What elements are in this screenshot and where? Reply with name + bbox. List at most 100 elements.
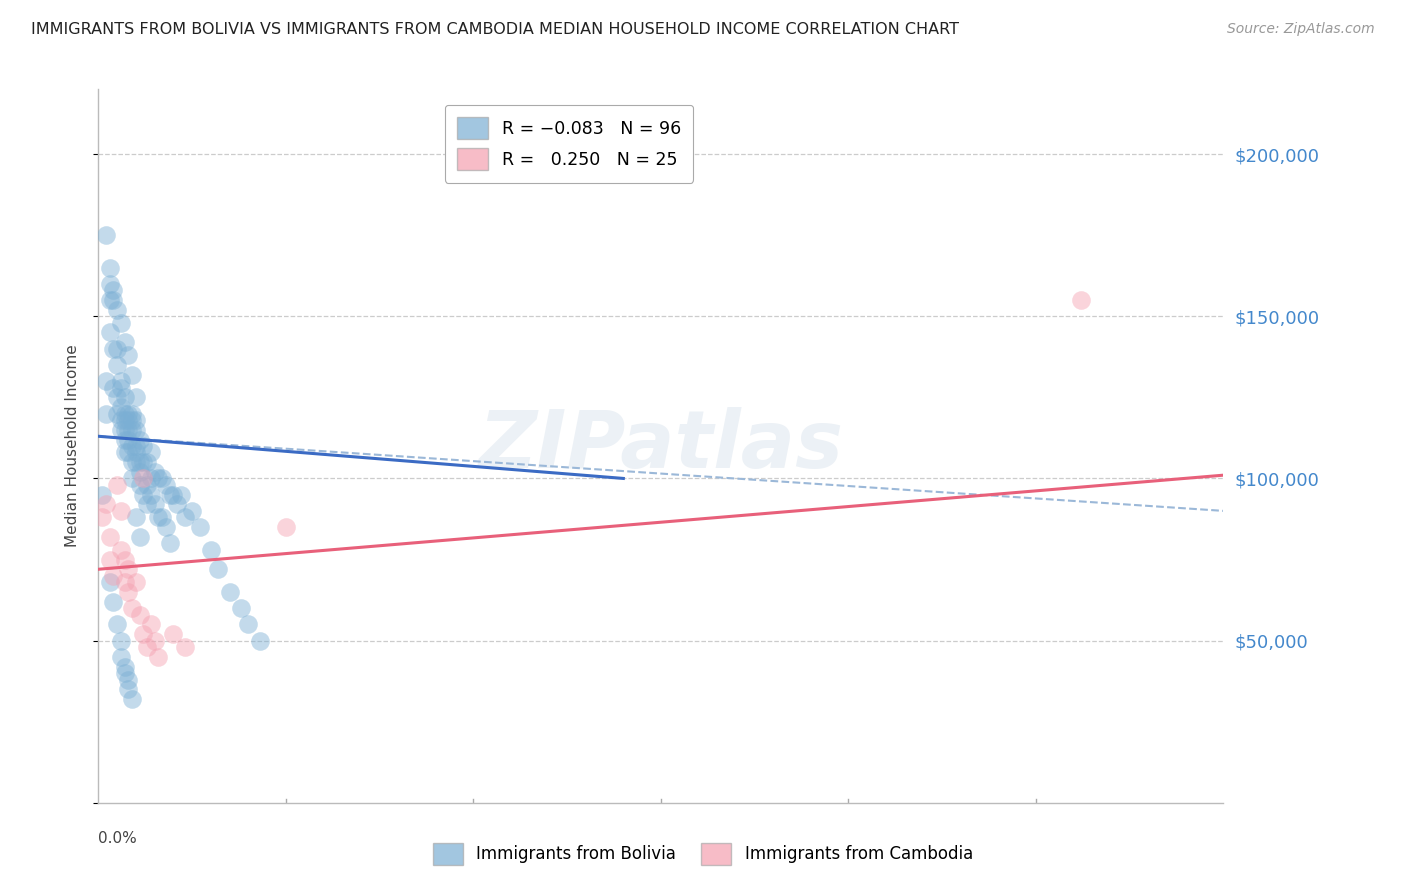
Point — [114, 413, 136, 427]
Point — [117, 585, 139, 599]
Point — [105, 302, 128, 317]
Point — [105, 342, 128, 356]
Point — [139, 471, 162, 485]
Point — [117, 407, 139, 421]
Point — [98, 326, 121, 340]
Text: 0.0%: 0.0% — [98, 831, 138, 847]
Point — [155, 478, 177, 492]
Point — [110, 316, 132, 330]
Point — [105, 390, 128, 404]
Point — [238, 617, 260, 632]
Point — [114, 445, 136, 459]
Point — [136, 497, 159, 511]
Text: IMMIGRANTS FROM BOLIVIA VS IMMIGRANTS FROM CAMBODIA MEDIAN HOUSEHOLD INCOME CORR: IMMIGRANTS FROM BOLIVIA VS IMMIGRANTS FR… — [31, 22, 959, 37]
Point — [139, 617, 162, 632]
Point — [98, 530, 121, 544]
Point — [103, 283, 125, 297]
Point — [170, 488, 193, 502]
Point — [249, 633, 271, 648]
Point — [125, 423, 148, 437]
Point — [105, 478, 128, 492]
Point — [136, 478, 159, 492]
Point — [132, 439, 155, 453]
Point — [121, 439, 143, 453]
Point — [1070, 293, 1092, 307]
Point — [121, 455, 143, 469]
Point — [117, 423, 139, 437]
Point — [159, 488, 181, 502]
Point — [110, 633, 132, 648]
Point — [110, 649, 132, 664]
Point — [136, 640, 159, 654]
Point — [128, 530, 150, 544]
Point — [91, 510, 114, 524]
Point — [181, 504, 204, 518]
Point — [173, 510, 195, 524]
Point — [121, 471, 143, 485]
Point — [121, 601, 143, 615]
Point — [128, 478, 150, 492]
Y-axis label: Median Household Income: Median Household Income — [65, 344, 80, 548]
Point — [94, 407, 117, 421]
Point — [143, 465, 166, 479]
Legend: R = −0.083   N = 96, R =   0.250   N = 25: R = −0.083 N = 96, R = 0.250 N = 25 — [444, 105, 693, 183]
Point — [121, 413, 143, 427]
Point — [136, 455, 159, 469]
Point — [150, 510, 173, 524]
Point — [114, 423, 136, 437]
Point — [98, 260, 121, 275]
Point — [98, 552, 121, 566]
Point — [91, 488, 114, 502]
Point — [114, 575, 136, 590]
Point — [274, 520, 297, 534]
Point — [117, 433, 139, 447]
Point — [166, 497, 188, 511]
Point — [139, 445, 162, 459]
Point — [114, 335, 136, 350]
Point — [125, 510, 148, 524]
Point — [125, 445, 148, 459]
Point — [200, 542, 222, 557]
Point — [125, 413, 148, 427]
Point — [98, 277, 121, 291]
Point — [103, 381, 125, 395]
Point — [103, 595, 125, 609]
Point — [128, 433, 150, 447]
Point — [173, 640, 195, 654]
Point — [125, 390, 148, 404]
Point — [218, 585, 240, 599]
Point — [117, 682, 139, 697]
Point — [128, 607, 150, 622]
Point — [148, 471, 170, 485]
Point — [105, 407, 128, 421]
Point — [148, 649, 170, 664]
Point — [125, 439, 148, 453]
Point — [229, 601, 252, 615]
Point — [128, 465, 150, 479]
Point — [105, 617, 128, 632]
Point — [117, 562, 139, 576]
Point — [162, 627, 184, 641]
Point — [139, 488, 162, 502]
Point — [162, 488, 184, 502]
Point — [110, 423, 132, 437]
Point — [125, 455, 148, 469]
Point — [148, 510, 170, 524]
Point — [132, 627, 155, 641]
Point — [114, 666, 136, 681]
Point — [114, 390, 136, 404]
Point — [143, 497, 166, 511]
Point — [114, 433, 136, 447]
Point — [94, 228, 117, 243]
Point — [121, 368, 143, 382]
Point — [121, 407, 143, 421]
Point — [110, 413, 132, 427]
Point — [132, 471, 155, 485]
Point — [105, 358, 128, 372]
Text: ZIPatlas: ZIPatlas — [478, 407, 844, 485]
Point — [117, 445, 139, 459]
Point — [110, 542, 132, 557]
Point — [159, 536, 181, 550]
Point — [132, 455, 155, 469]
Point — [94, 374, 117, 388]
